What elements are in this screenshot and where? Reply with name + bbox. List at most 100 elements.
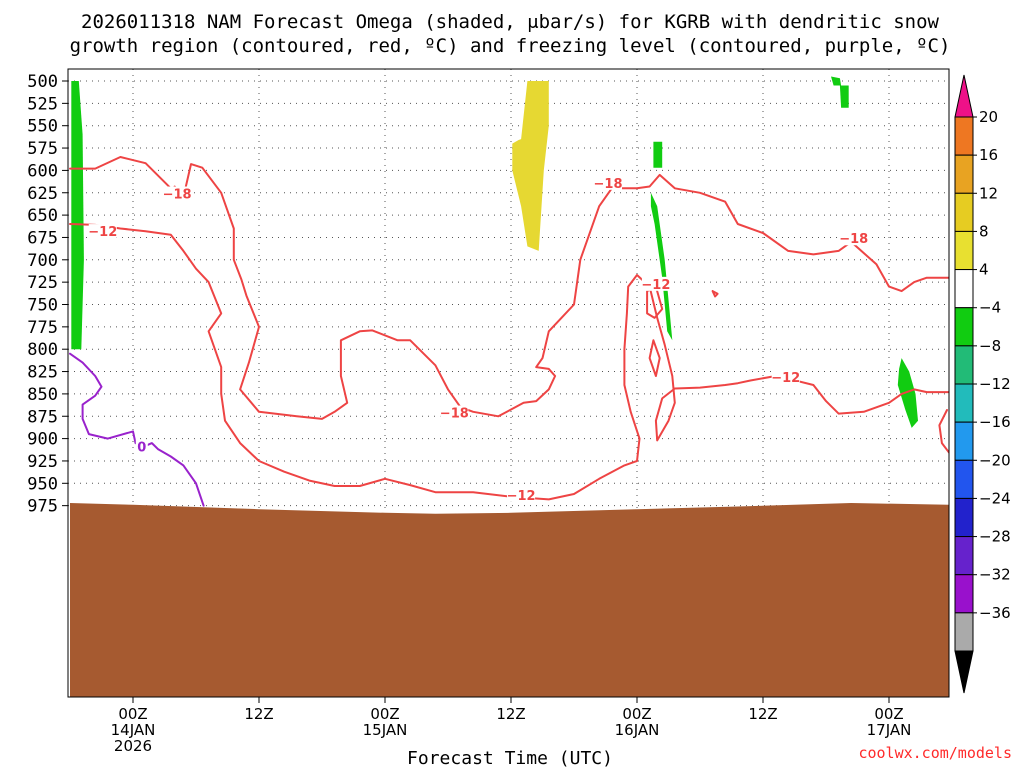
contour-dgz-2	[69, 223, 949, 501]
y-tick-label-650: 650	[27, 206, 58, 226]
x-tick-label-40-1: 16JAN	[615, 721, 660, 739]
contour-label-bg-2	[594, 175, 623, 190]
y-tick-label-925: 925	[27, 452, 58, 472]
omega-region-2	[653, 141, 663, 168]
x-tick-label-20-0: 00Z	[370, 705, 399, 723]
contour-label-5: −12	[771, 371, 800, 386]
omega-region-4	[831, 76, 842, 86]
contour-label-8: 0	[137, 441, 146, 456]
colorbar-segment-10	[954, 497, 974, 538]
colorbar-segment-2	[954, 192, 974, 232]
terrain-ground	[70, 503, 949, 697]
x-tick-label-40-0: 00Z	[622, 705, 651, 723]
x-tick-label-30-0: 12Z	[496, 705, 525, 723]
y-tick-label-900: 900	[27, 430, 58, 450]
colorbar-segment-3	[954, 230, 974, 271]
colorbar-label--20: −20	[979, 451, 1011, 469]
contour-label-4: −18	[839, 232, 868, 247]
colorbar-segment-6	[954, 345, 974, 385]
y-tick-label-600: 600	[27, 161, 58, 181]
x-tick-label-60-0: 00Z	[874, 705, 903, 723]
contour-label-bg-8	[135, 439, 148, 454]
contour-label-0: −18	[163, 188, 192, 203]
colorbar-segment-9	[954, 459, 974, 499]
contour-label-bg-4	[839, 231, 868, 246]
x-tick-label-0-2: 2026	[114, 737, 152, 755]
y-tick-label-950: 950	[27, 474, 58, 494]
chart-title-line-2: growth region (contoured, red, ºC) and f…	[70, 35, 951, 57]
colorbar-segment-7	[954, 383, 974, 423]
colorbar-bottom-arrow	[954, 650, 974, 694]
y-tick-label-800: 800	[27, 340, 58, 360]
y-tick-label-575: 575	[27, 139, 58, 159]
y-tick-label-750: 750	[27, 296, 58, 316]
terrain-layer	[70, 503, 949, 697]
x-axis-label: Forecast Time (UTC)	[407, 748, 613, 768]
y-tick-label-825: 825	[27, 363, 58, 383]
plot-frame	[67, 68, 950, 698]
contour-label-bg-1	[88, 224, 117, 239]
contour-label-layer: −18 −12 −18 −12 −18 −12 −18 −12 0	[88, 175, 868, 504]
y-tick-label-550: 550	[27, 117, 58, 137]
y-tick-label-975: 975	[27, 497, 58, 517]
y-tick-label-875: 875	[27, 407, 58, 427]
omega-shading-layer	[71, 76, 918, 428]
colorbar-label--8: −8	[979, 337, 1001, 355]
contour-dgz-1	[182, 163, 949, 420]
credit-text: coolwx.com/models	[858, 744, 1012, 762]
omega-region-5	[839, 85, 849, 108]
omega-region-3	[650, 192, 673, 341]
x-tick-label-10-0: 12Z	[244, 705, 273, 723]
contour-label-bg-0	[163, 186, 192, 201]
contour-label-bg-6	[440, 405, 469, 420]
contour-dgz-4	[648, 339, 661, 377]
y-tick-label-775: 775	[27, 318, 58, 338]
colorbar: 20 16 12 8 4 −4 −8 −12 −16 −20 −24 −28 −32 −36	[954, 74, 1011, 694]
colorbar-segment-5	[954, 307, 974, 347]
contour-label-3: −12	[641, 278, 670, 293]
omega-region-6	[897, 358, 918, 428]
colorbar-top-arrow	[954, 74, 974, 118]
x-tick-label-0-1: 14JAN	[111, 721, 156, 739]
contour-label-bg-7	[507, 487, 536, 502]
x-tick-label-0-0: 00Z	[118, 705, 147, 723]
y-tick-label-700: 700	[27, 251, 58, 271]
colorbar-segment-8	[954, 421, 974, 461]
contour-label-bg-5	[771, 369, 800, 384]
colorbar-segment-13	[954, 612, 974, 652]
colorbar-label--28: −28	[979, 528, 1011, 546]
colorbar-segment-12	[954, 574, 974, 614]
contour-label-1: −12	[88, 225, 117, 240]
contour-label-7: −12	[507, 489, 536, 504]
colorbar-label-20: 20	[979, 108, 998, 126]
colorbar-label--24: −24	[979, 489, 1011, 507]
contour-dgz-6	[938, 409, 949, 455]
chart-title-line-1: 2026011318 NAM Forecast Omega (shaded, μ…	[81, 11, 939, 33]
colorbar-label-12: 12	[979, 184, 998, 202]
x-tick-label-20-1: 15JAN	[363, 721, 408, 739]
colorbar-segment-4	[954, 269, 974, 309]
colorbar-label--36: −36	[979, 604, 1011, 622]
contour-label-bg-3	[641, 276, 670, 291]
y-tick-label-525: 525	[27, 94, 58, 114]
colorbar-label-4: 4	[979, 261, 989, 279]
colorbar-segment-0	[954, 116, 974, 156]
omega-region-0	[71, 81, 84, 350]
x-tick-label-60-1: 17JAN	[867, 721, 912, 739]
colorbar-label--4: −4	[979, 299, 1001, 317]
x-tick-label-50-0: 12Z	[748, 705, 777, 723]
contour-dgz-5	[711, 290, 719, 298]
colorbar-label--32: −32	[979, 566, 1011, 584]
y-tick-label-850: 850	[27, 385, 58, 405]
colorbar-segment-1	[954, 154, 974, 194]
y-tick-label-725: 725	[27, 273, 58, 293]
y-tick-label-675: 675	[27, 228, 58, 248]
contour-label-2: −18	[594, 177, 623, 192]
colorbar-label-16: 16	[979, 146, 998, 164]
contour-label-6: −18	[440, 407, 469, 422]
colorbar-label--12: −12	[979, 375, 1011, 393]
y-tick-label-500: 500	[27, 72, 58, 92]
